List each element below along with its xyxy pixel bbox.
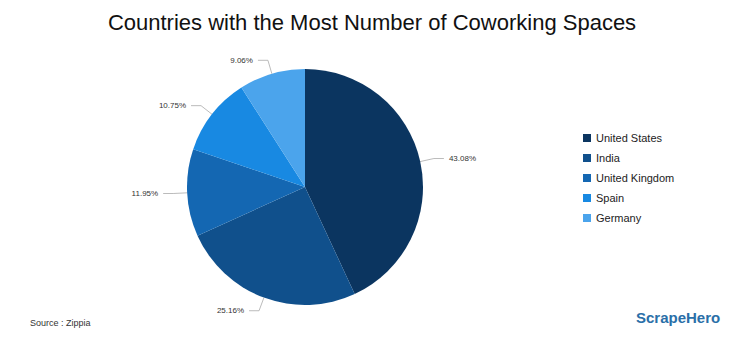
svg-text:Countries with the Most Number: Countries with the Most Number of Cowork…: [108, 10, 636, 35]
svg-text:United Kingdom: United Kingdom: [596, 172, 674, 184]
svg-text:10.75%: 10.75%: [159, 101, 186, 110]
svg-text:9.06%: 9.06%: [230, 56, 253, 65]
svg-text:ScrapeHero: ScrapeHero: [636, 309, 720, 326]
svg-text:11.95%: 11.95%: [132, 189, 159, 198]
svg-text:43.08%: 43.08%: [449, 154, 476, 163]
svg-text:India: India: [596, 152, 621, 164]
svg-text:Spain: Spain: [596, 192, 624, 204]
svg-text:United States: United States: [596, 132, 663, 144]
svg-text:25.16%: 25.16%: [217, 306, 244, 315]
svg-text:Source : Zippia: Source : Zippia: [30, 318, 91, 328]
svg-text:Germany: Germany: [596, 212, 642, 224]
